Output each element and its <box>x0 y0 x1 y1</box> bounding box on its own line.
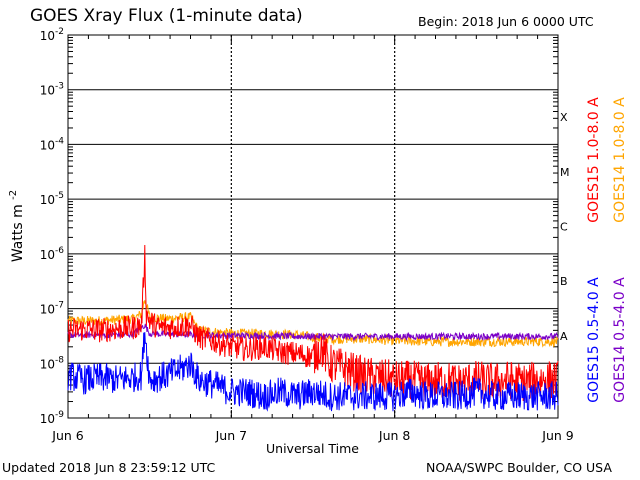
y-tick-label: 10-5 <box>40 191 64 207</box>
series-line <box>67 323 559 342</box>
x-axis-label: Universal Time <box>266 441 359 456</box>
series-line <box>67 300 559 348</box>
x-tick-label: Jun 8 <box>378 428 411 443</box>
y-tick-label: 10-2 <box>40 27 64 43</box>
legend-entry: GOES15 0.5-4.0 A <box>586 277 602 403</box>
flare-class-label: M <box>560 166 570 179</box>
flare-class-label: A <box>560 330 568 343</box>
series-line <box>67 332 559 412</box>
y-tick-label: 10-6 <box>40 246 65 262</box>
y-tick-label: 10-8 <box>40 355 65 371</box>
legend-entry: GOES14 0.5-4.0 A <box>612 277 628 403</box>
y-tick-label: 10-3 <box>40 82 64 98</box>
series-line <box>67 244 559 402</box>
flare-class-label: C <box>560 221 568 234</box>
legend-entry: GOES14 1.0-8.0 A <box>612 97 628 223</box>
legend-entry: GOES15 1.0-8.0 A <box>586 97 602 223</box>
x-tick-label: Jun 9 <box>541 428 574 443</box>
y-tick-label: 10-7 <box>40 301 64 317</box>
y-tick-label: 10-4 <box>40 136 65 152</box>
x-tick-label: Jun 6 <box>51 428 84 443</box>
chart-title: GOES Xray Flux (1-minute data) <box>30 6 303 26</box>
credit-label: NOAA/SWPC Boulder, CO USA <box>426 460 612 475</box>
begin-time-label: Begin: 2018 Jun 6 0000 UTC <box>418 14 594 29</box>
flare-class-label: B <box>560 275 568 288</box>
flare-class-label: X <box>560 111 568 124</box>
y-axis-label: Watts m -2 <box>8 190 26 262</box>
plot-frame <box>67 34 559 419</box>
updated-timestamp: Updated 2018 Jun 8 23:59:12 UTC <box>2 460 216 475</box>
x-tick-label: Jun 7 <box>215 428 247 443</box>
y-tick-label: 10-9 <box>40 410 65 426</box>
